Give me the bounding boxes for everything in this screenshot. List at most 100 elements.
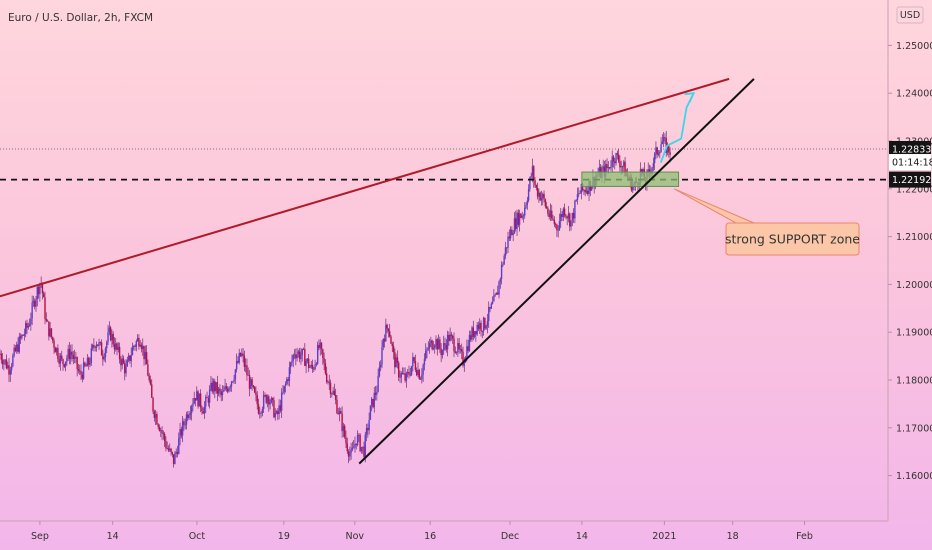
candle-body (273, 400, 275, 418)
candle-body (255, 392, 257, 396)
candle-body (144, 352, 147, 360)
candle-body (278, 405, 280, 415)
candle-body (518, 213, 521, 225)
candle-body (18, 336, 20, 352)
candle-body (414, 361, 417, 370)
candle-body (201, 407, 203, 412)
candle-body (156, 414, 158, 425)
candle-body (262, 395, 265, 410)
candle-body (427, 348, 429, 350)
x-tick-label: 16 (424, 531, 436, 542)
candle-body (199, 393, 202, 408)
candle-body (154, 414, 157, 418)
candle-body (202, 411, 204, 414)
candle-body (207, 397, 210, 403)
candle-body (152, 397, 154, 412)
candle-body (5, 359, 8, 369)
candle-body (145, 352, 148, 365)
candle-body (36, 287, 38, 300)
candle-body (381, 346, 383, 365)
candle-body (34, 300, 36, 307)
candle-body (367, 427, 369, 431)
candle-body (91, 345, 94, 349)
candle-body (232, 381, 234, 383)
candle-body (383, 338, 386, 342)
candle-body (526, 200, 529, 205)
candle-body (53, 340, 55, 348)
time-axis: Sep 14 Oct 19 Nov 16 Dec 14 2021 18 Feb (31, 521, 813, 542)
candle-body (522, 215, 525, 217)
candle-body (17, 344, 19, 352)
candle-body (587, 190, 589, 194)
resistance-line (0, 77, 730, 298)
candle-body (500, 264, 503, 279)
candle-body (482, 317, 485, 332)
candle-body (229, 386, 231, 388)
chart-title: Euro / U.S. Dollar, 2h, FXCM (8, 12, 153, 24)
candle-body (235, 360, 238, 370)
candle-body (499, 278, 502, 282)
candle-body (279, 405, 282, 411)
candle-body (497, 292, 499, 295)
candle-body (171, 452, 174, 455)
candle-body (331, 393, 333, 395)
candle-body (274, 412, 276, 418)
candle-body (539, 192, 541, 201)
candle-body (426, 348, 428, 351)
candle-body (73, 356, 76, 359)
candle-body (26, 323, 28, 328)
candle-body (512, 233, 514, 236)
candle-body (124, 363, 126, 374)
candle-body (503, 255, 505, 265)
candle-body (327, 381, 329, 383)
candle-body (75, 356, 77, 358)
candle-body (94, 347, 96, 348)
candle-body (93, 345, 95, 348)
candle-body (354, 443, 356, 448)
candle-body (296, 354, 298, 359)
candle-body (561, 214, 563, 217)
candle-body (511, 229, 513, 236)
candle-body (400, 372, 402, 378)
candle-body (413, 357, 415, 362)
candle-body (129, 355, 131, 362)
candle-body (295, 354, 297, 359)
candle-body (652, 163, 655, 168)
candle-body (439, 339, 441, 349)
candle-body (515, 218, 517, 229)
candle-body (104, 348, 107, 358)
candle-body (621, 166, 624, 168)
candle-body (607, 166, 610, 169)
candle-body (9, 370, 11, 375)
candle-body (211, 382, 213, 392)
candle-body (407, 372, 409, 374)
price-tag: 01:14:18 (892, 158, 932, 169)
candle-body (378, 367, 381, 376)
candle-body (225, 386, 228, 389)
candle-body (543, 193, 545, 200)
candle-body (89, 362, 91, 365)
currency-label[interactable]: USD (900, 10, 920, 21)
candle-body (122, 358, 125, 364)
candle-body (126, 360, 129, 367)
candle-body (277, 411, 279, 415)
candle-body (43, 293, 45, 298)
x-tick-label: Nov (346, 531, 365, 542)
candle-body (131, 346, 134, 356)
candle-body (494, 294, 496, 296)
candle-body (662, 137, 665, 142)
candle-body (172, 454, 175, 465)
candle-body (472, 327, 475, 337)
candle-body (405, 373, 408, 381)
candle-body (480, 322, 482, 331)
candle-body (189, 413, 192, 415)
candle-body (130, 355, 132, 362)
candle-body (493, 295, 495, 302)
candle-body (462, 351, 464, 366)
candle-body (210, 382, 212, 390)
y-tick-label: 1.24000 (896, 89, 932, 100)
candle-body (230, 381, 233, 387)
candle-body (632, 184, 634, 191)
candle-body (668, 144, 670, 153)
